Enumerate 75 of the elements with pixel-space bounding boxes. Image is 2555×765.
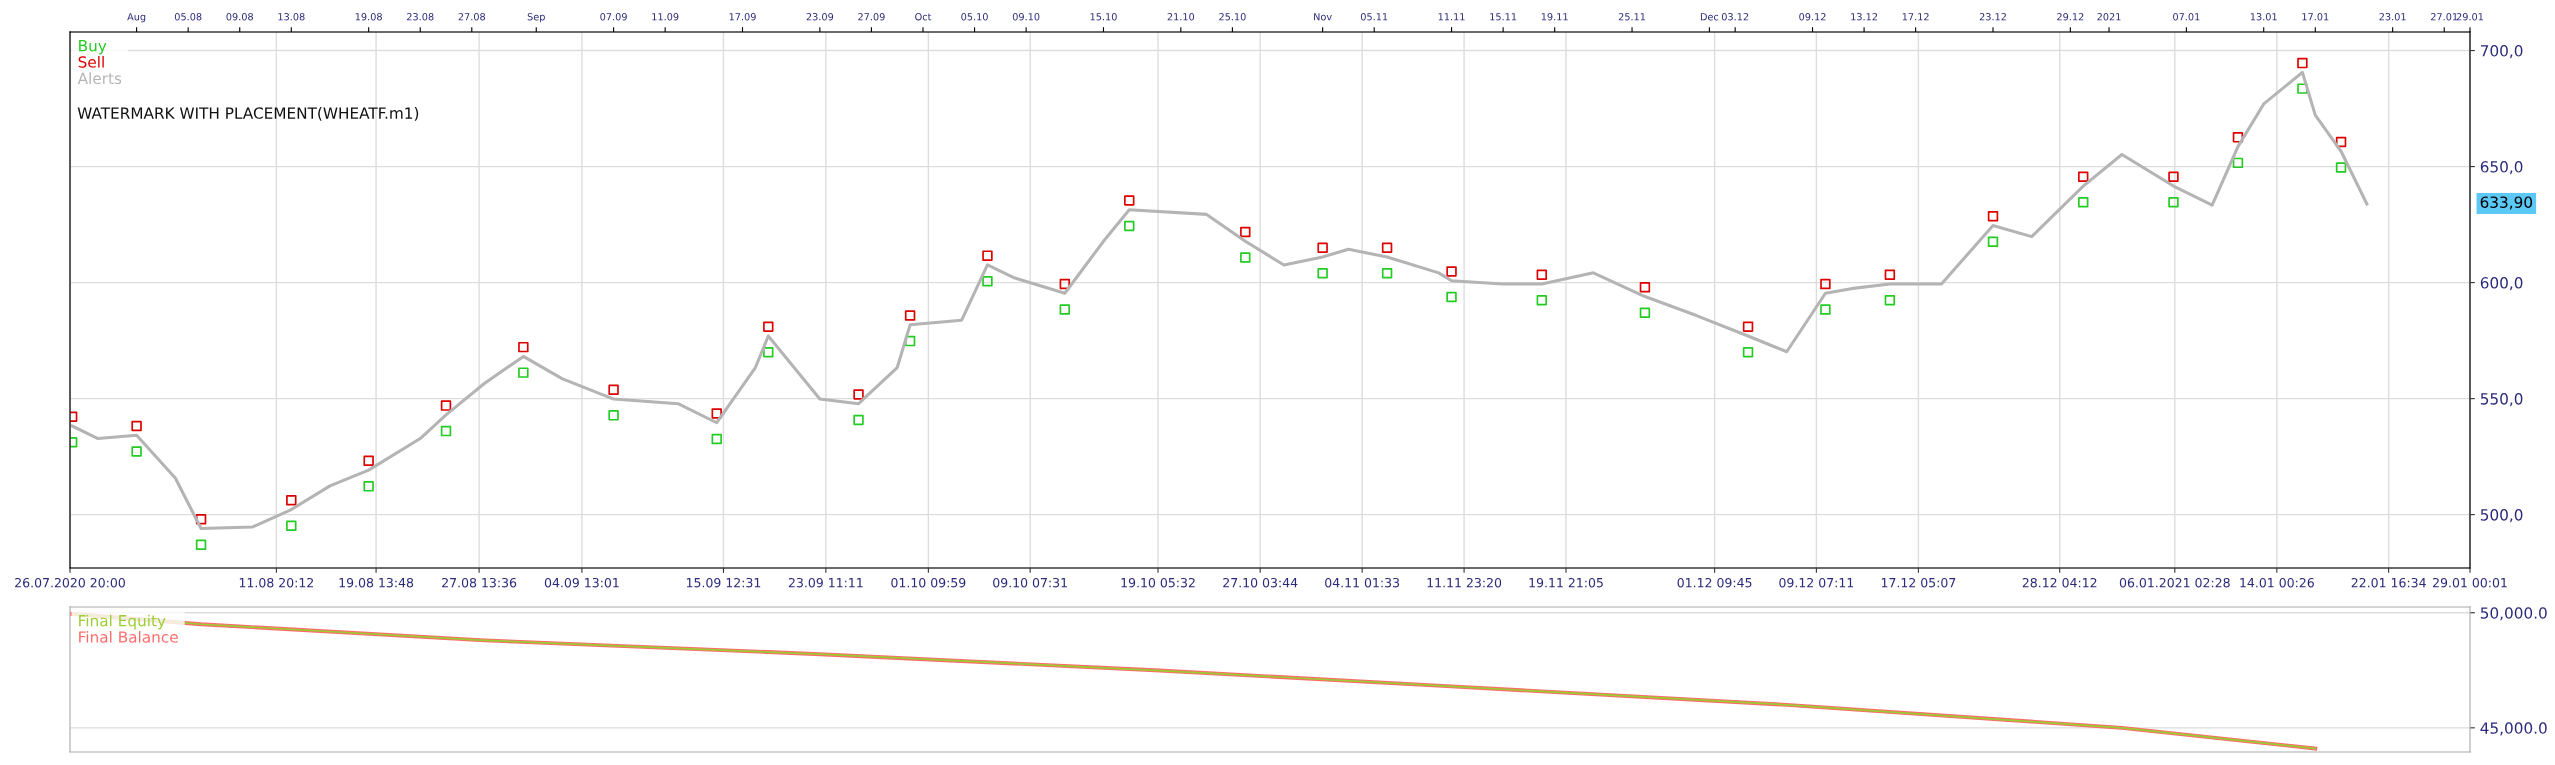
x2-tick-label: 17.01 bbox=[2302, 13, 2329, 21]
y-tick-label: 50,000.0 bbox=[2480, 607, 2547, 621]
x2-tick-label: 29.01 bbox=[2456, 13, 2484, 21]
x-tick-label: 11.08 20:12 bbox=[239, 577, 314, 588]
text: 633,90 bbox=[2480, 196, 2533, 210]
x2-tick-label: 13.01 bbox=[2250, 13, 2277, 21]
x2-tick-label: 27.09 bbox=[858, 13, 885, 21]
x2-tick-label: 17.12 bbox=[1902, 13, 1929, 21]
x-tick-label: 15.09 12:31 bbox=[686, 577, 761, 588]
text: Sell bbox=[78, 55, 104, 68]
x-tick-label: 28.12 04:12 bbox=[2022, 577, 2097, 588]
x2-tick-label: Dec bbox=[1700, 13, 1719, 21]
x2-tick-label: 05.11 bbox=[1360, 13, 1388, 21]
x-tick-label: 09.10 07:31 bbox=[993, 577, 1067, 588]
x-tick-label: 19.11 21:05 bbox=[1529, 577, 1603, 588]
x2-tick-label: 13.08 bbox=[278, 13, 305, 21]
x-tick-label: 17.12 05:07 bbox=[1881, 577, 1956, 588]
x2-tick-label: 09.12 bbox=[1799, 13, 1826, 21]
x2-tick-label: 11.11 bbox=[1438, 13, 1465, 21]
x-tick-label: 04.09 13:01 bbox=[544, 577, 619, 588]
x-tick-label: 11.11 23:20 bbox=[1427, 577, 1502, 588]
x2-tick-label: 25.10 bbox=[1219, 13, 1246, 21]
x2-tick-label: 23.01 bbox=[2379, 13, 2406, 21]
x-tick-label: 23.09 11:11 bbox=[788, 577, 863, 588]
x2-tick-label: 19.08 bbox=[355, 13, 382, 21]
x-tick-label: 04.11 01:33 bbox=[1325, 577, 1400, 588]
x-tick-label: 01.10 09:59 bbox=[891, 577, 966, 588]
x-tick-label: 14.01 00:26 bbox=[2240, 577, 2314, 588]
x2-tick-label: Aug bbox=[127, 13, 146, 23]
x2-tick-label: 2021 bbox=[2097, 13, 2121, 21]
x-tick-label: 01.12 09:45 bbox=[1677, 577, 1752, 588]
x2-tick-label: 23.09 bbox=[806, 13, 834, 21]
x2-tick-label: 21.10 bbox=[1167, 13, 1195, 21]
y-tick-label: 500,0 bbox=[2480, 509, 2523, 523]
x2-tick-label: 29.12 bbox=[2057, 13, 2084, 21]
x2-tick-label: 15.10 bbox=[1090, 13, 1117, 21]
x-tick-label: 22.01 16:34 bbox=[2351, 577, 2426, 588]
series-label: Final Balance bbox=[79, 630, 178, 643]
x2-tick-label: 27.08 bbox=[458, 13, 486, 21]
y-tick-label: 650,0 bbox=[2480, 161, 2523, 175]
x-tick-label: 26.07.2020 20:00 bbox=[15, 577, 125, 588]
x-tick-label: 27.08 13:36 bbox=[442, 577, 517, 588]
x-tick-label: 09.12 07:11 bbox=[1779, 577, 1854, 588]
x-tick-label: 19.10 05:32 bbox=[1121, 577, 1195, 588]
y-tick-label: 45,000.0 bbox=[2480, 722, 2547, 736]
x2-tick-label: 19.11 bbox=[1541, 13, 1568, 21]
x2-tick-label: 23.12 bbox=[1979, 13, 2006, 21]
x2-tick-label: 09.08 bbox=[226, 13, 253, 21]
y-tick-label: 700,0 bbox=[2480, 45, 2523, 59]
x-tick-label: 27.10 03:44 bbox=[1223, 577, 1298, 588]
x2-tick-label: 25.11 bbox=[1618, 13, 1646, 21]
text: Alerts bbox=[77, 72, 122, 85]
x2-tick-label: 09.10 bbox=[1012, 13, 1040, 21]
x2-tick-label: 17.09 bbox=[729, 13, 756, 21]
x-tick-label: 06.01.2021 02:28 bbox=[2119, 577, 2230, 588]
x2-tick-label: 27.01 bbox=[2431, 13, 2458, 21]
x-tick-label: 19.08 13:48 bbox=[339, 577, 414, 588]
y-tick-label: 550,0 bbox=[2480, 393, 2523, 407]
x2-tick-label: 03.12 bbox=[1721, 13, 1749, 21]
series-label: Final Equity bbox=[79, 614, 166, 630]
x2-tick-label: 07.09 bbox=[600, 13, 627, 21]
x2-tick-label: 07.01 bbox=[2173, 13, 2200, 21]
x2-tick-label: 23.08 bbox=[407, 13, 434, 21]
y-tick-label: 600,0 bbox=[2480, 277, 2523, 291]
x2-tick-label: 11.09 bbox=[652, 13, 679, 21]
x2-tick-label: 05.08 bbox=[174, 13, 202, 21]
text: Buy bbox=[79, 40, 107, 55]
x-tick-label: 29.01 00:01 bbox=[2433, 577, 2507, 588]
x2-tick-label: Nov bbox=[1314, 13, 1332, 21]
x2-tick-label: 13.12 bbox=[1851, 13, 1878, 21]
x2-tick-label: Sep bbox=[527, 13, 545, 23]
annotation: WATERMARK WITH PLACEMENT(WHEATF.m1) bbox=[77, 107, 419, 121]
x2-tick-label: 15.11 bbox=[1490, 13, 1517, 21]
x2-tick-label: Oct bbox=[915, 13, 932, 21]
x2-tick-label: 05.10 bbox=[961, 13, 988, 21]
